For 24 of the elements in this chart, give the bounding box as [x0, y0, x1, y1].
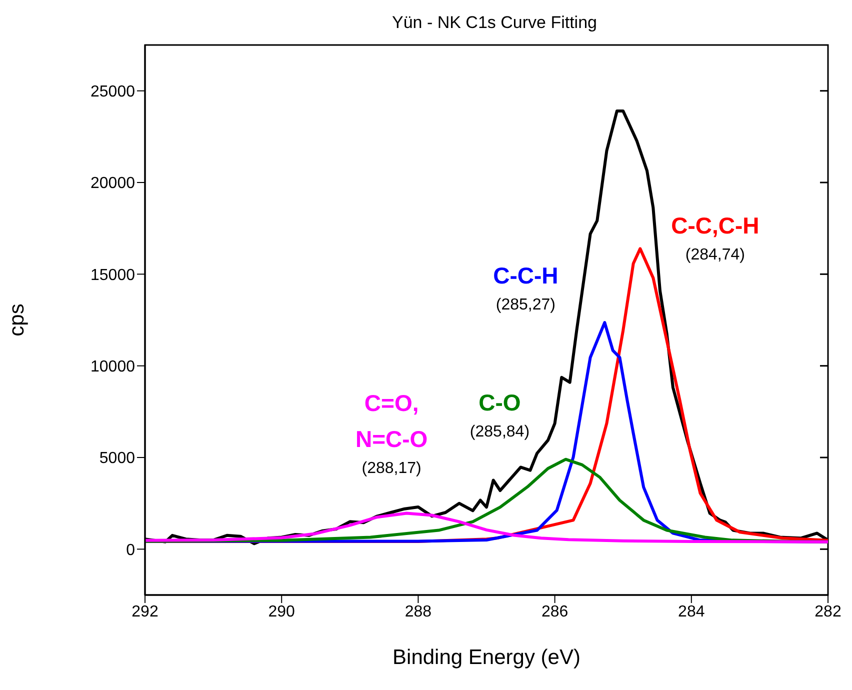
x-tick-label: 290: [268, 603, 296, 620]
text: C-O: [478, 389, 521, 416]
y-tick-label: 10000: [90, 358, 136, 376]
annotation: (285,27): [496, 296, 556, 314]
annotation: (288,17): [362, 460, 422, 478]
line-series: [145, 512, 828, 544]
annotation: (285,84): [470, 423, 530, 440]
text: C-C-H: [493, 262, 558, 289]
x-axis-title: Binding Energy (eV): [392, 646, 580, 669]
y-tick-label: 0: [126, 542, 136, 559]
text: C=O, N=C-O: [355, 390, 428, 452]
y-tick-label: 20000: [90, 175, 136, 192]
x-tick-label: 288: [404, 603, 432, 620]
y-tick-label: 15000: [90, 266, 136, 284]
y-axis-title: cps: [5, 304, 28, 336]
annotation: (284,74): [685, 246, 745, 264]
x-tick-label: 282: [814, 603, 842, 620]
y-tick-label: 25000: [90, 84, 136, 101]
y-tick-label: 5000: [99, 450, 136, 468]
x-tick-label: 284: [678, 603, 705, 620]
x-tick-label: 292: [132, 603, 158, 620]
x-tick-label: 286: [541, 603, 568, 620]
series-label: C-C,C-H: [671, 212, 760, 239]
chart-title: Yün - NK C1s Curve Fitting: [392, 13, 598, 32]
